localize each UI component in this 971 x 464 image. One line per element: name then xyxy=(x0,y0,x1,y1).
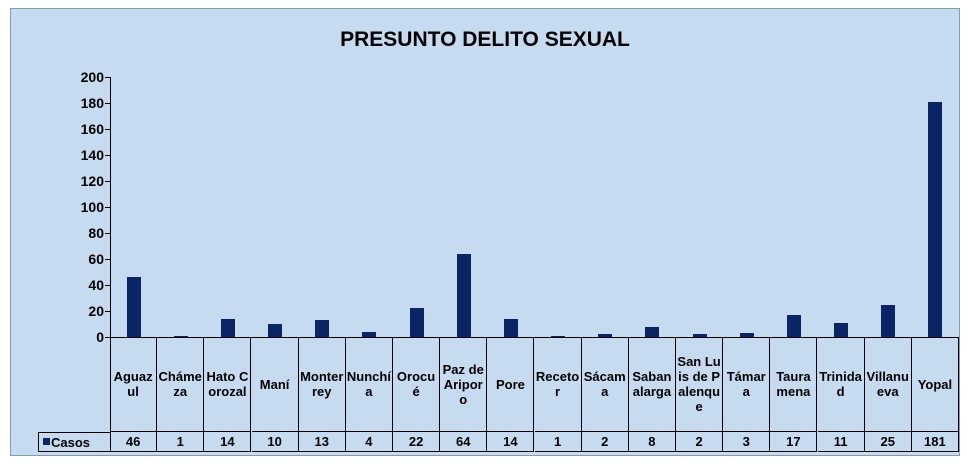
bar xyxy=(834,322,849,337)
y-tick xyxy=(105,311,110,312)
y-tick-label: 160 xyxy=(80,121,104,137)
category-label: Pore xyxy=(487,337,535,432)
bar xyxy=(928,101,943,337)
table-value: 14 xyxy=(204,432,252,452)
y-tick xyxy=(105,103,110,104)
table-value: 2 xyxy=(581,432,629,452)
legend-key xyxy=(43,438,50,445)
y-tick-label: 200 xyxy=(80,69,104,85)
table-value: 181 xyxy=(911,432,959,452)
category-label: Yopal xyxy=(911,337,959,432)
y-tick-label: 120 xyxy=(80,173,104,189)
table-value: 46 xyxy=(110,432,158,452)
category-label: Maní xyxy=(251,337,299,432)
y-tick xyxy=(105,155,110,156)
bar xyxy=(692,334,707,337)
table-value: 17 xyxy=(770,432,818,452)
y-tick xyxy=(105,285,110,286)
y-tick-label: 20 xyxy=(88,303,104,319)
category-label: Aguazul xyxy=(110,337,158,432)
category-label: Tauramena xyxy=(770,337,818,432)
y-tick xyxy=(105,337,110,338)
category-label: San Luis de Palenque xyxy=(676,337,724,432)
category-label: Villanueva xyxy=(864,337,912,432)
y-tick-label: 140 xyxy=(80,147,104,163)
bar xyxy=(268,324,283,337)
chart-area xyxy=(10,8,960,456)
y-tick-label: 180 xyxy=(80,95,104,111)
category-label: Sácama xyxy=(581,337,629,432)
category-label: Paz de Ariporo xyxy=(440,337,488,432)
y-tick xyxy=(105,129,110,130)
bar xyxy=(409,308,424,337)
y-tick-label: 80 xyxy=(88,225,104,241)
category-label: Sabanalarga xyxy=(628,337,676,432)
table-value: 1 xyxy=(157,432,205,452)
table-value: 3 xyxy=(723,432,771,452)
bar xyxy=(173,335,188,337)
y-tick-label: 100 xyxy=(80,199,104,215)
category-label: Recetor xyxy=(534,337,582,432)
bar xyxy=(786,314,801,337)
category-label: Támara xyxy=(723,337,771,432)
bar xyxy=(739,333,754,337)
chart-title: PRESUNTO DELITO SEXUAL xyxy=(340,28,630,51)
bar xyxy=(645,326,660,337)
bar xyxy=(220,318,235,337)
y-tick-label: 40 xyxy=(88,277,104,293)
table-value: 8 xyxy=(628,432,676,452)
y-tick-label: 60 xyxy=(88,251,104,267)
bar xyxy=(456,253,471,337)
table-value: 13 xyxy=(298,432,346,452)
category-label: Chámeza xyxy=(157,337,205,432)
table-left xyxy=(110,337,111,452)
y-tick xyxy=(105,233,110,234)
table-value: 1 xyxy=(534,432,582,452)
table-value: 25 xyxy=(864,432,912,452)
category-label: Monterrey xyxy=(298,337,346,432)
bar xyxy=(503,318,518,337)
table-value: 22 xyxy=(393,432,441,452)
y-tick xyxy=(105,207,110,208)
category-label: Nunchía xyxy=(345,337,393,432)
bar xyxy=(881,304,896,337)
y-tick xyxy=(105,259,110,260)
bar xyxy=(598,334,613,337)
table-value: 14 xyxy=(487,432,535,452)
bar xyxy=(126,277,141,337)
table-value: 4 xyxy=(345,432,393,452)
bar xyxy=(362,331,377,337)
y-tick xyxy=(105,181,110,182)
bar xyxy=(315,320,330,337)
table-top xyxy=(110,337,959,338)
category-label: Hato Corozal xyxy=(204,337,252,432)
y-tick-label: 0 xyxy=(96,329,104,345)
table-value: 64 xyxy=(440,432,488,452)
table-value: 11 xyxy=(817,432,865,452)
table-value: 10 xyxy=(251,432,299,452)
legend-cell-border xyxy=(38,432,110,452)
category-label: Trinidad xyxy=(817,337,865,432)
category-label: Orocué xyxy=(393,337,441,432)
legend-label: Casos xyxy=(51,434,91,450)
y-axis xyxy=(110,77,111,337)
y-tick xyxy=(105,77,110,78)
table-value: 2 xyxy=(676,432,724,452)
bar xyxy=(551,335,566,337)
